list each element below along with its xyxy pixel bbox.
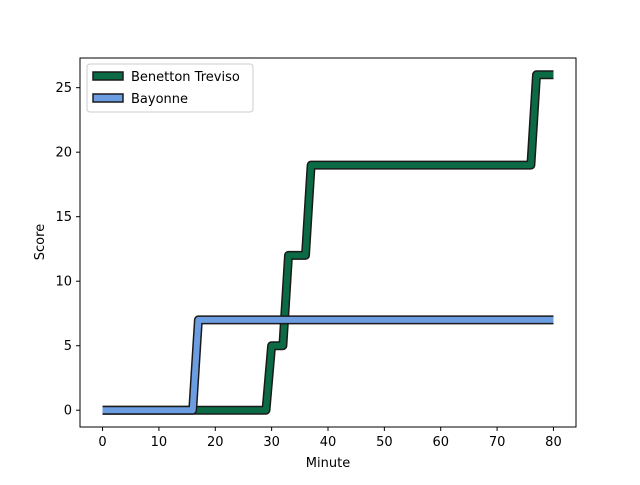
series-layer [102, 70, 554, 415]
x-tick-label: 0 [98, 435, 106, 450]
legend: Benetton Treviso Bayonne [86, 63, 254, 113]
x-tick-label: 70 [489, 435, 506, 450]
y-tick-label: 15 [55, 210, 72, 225]
y-tick-label: 5 [64, 339, 72, 354]
legend-label-benetton-treviso: Benetton Treviso [131, 70, 240, 85]
legend-box [86, 63, 254, 113]
series-bayonne [102, 315, 554, 415]
x-tick-label: 40 [320, 435, 337, 450]
x-tick-label: 60 [432, 435, 449, 450]
x-axis-label: Minute [306, 456, 350, 471]
y-tick-label: 10 [55, 275, 72, 290]
legend-swatch-benetton-treviso [92, 71, 124, 81]
x-tick-label: 20 [207, 435, 224, 450]
y-tick-label: 25 [55, 81, 72, 96]
x-tick-label: 10 [151, 435, 168, 450]
x-tick-label: 30 [263, 435, 280, 450]
legend-swatch-bayonne [92, 93, 124, 103]
x-axis-ticks: 0 10 20 30 40 50 60 70 80 [98, 427, 562, 450]
y-axis-label: Score [33, 224, 48, 260]
x-tick-label: 80 [545, 435, 562, 450]
y-axis-ticks: 0 5 10 15 20 25 [55, 81, 80, 419]
y-tick-label: 0 [64, 404, 72, 419]
legend-label-bayonne: Bayonne [131, 92, 188, 107]
y-tick-label: 20 [55, 146, 72, 161]
series-benetton-treviso [102, 70, 554, 415]
series-line-benetton-treviso [102, 71, 554, 414]
series-line-bayonne [102, 316, 554, 414]
x-tick-label: 50 [376, 435, 393, 450]
